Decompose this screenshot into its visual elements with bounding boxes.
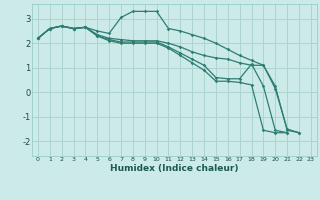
X-axis label: Humidex (Indice chaleur): Humidex (Indice chaleur) bbox=[110, 164, 239, 173]
